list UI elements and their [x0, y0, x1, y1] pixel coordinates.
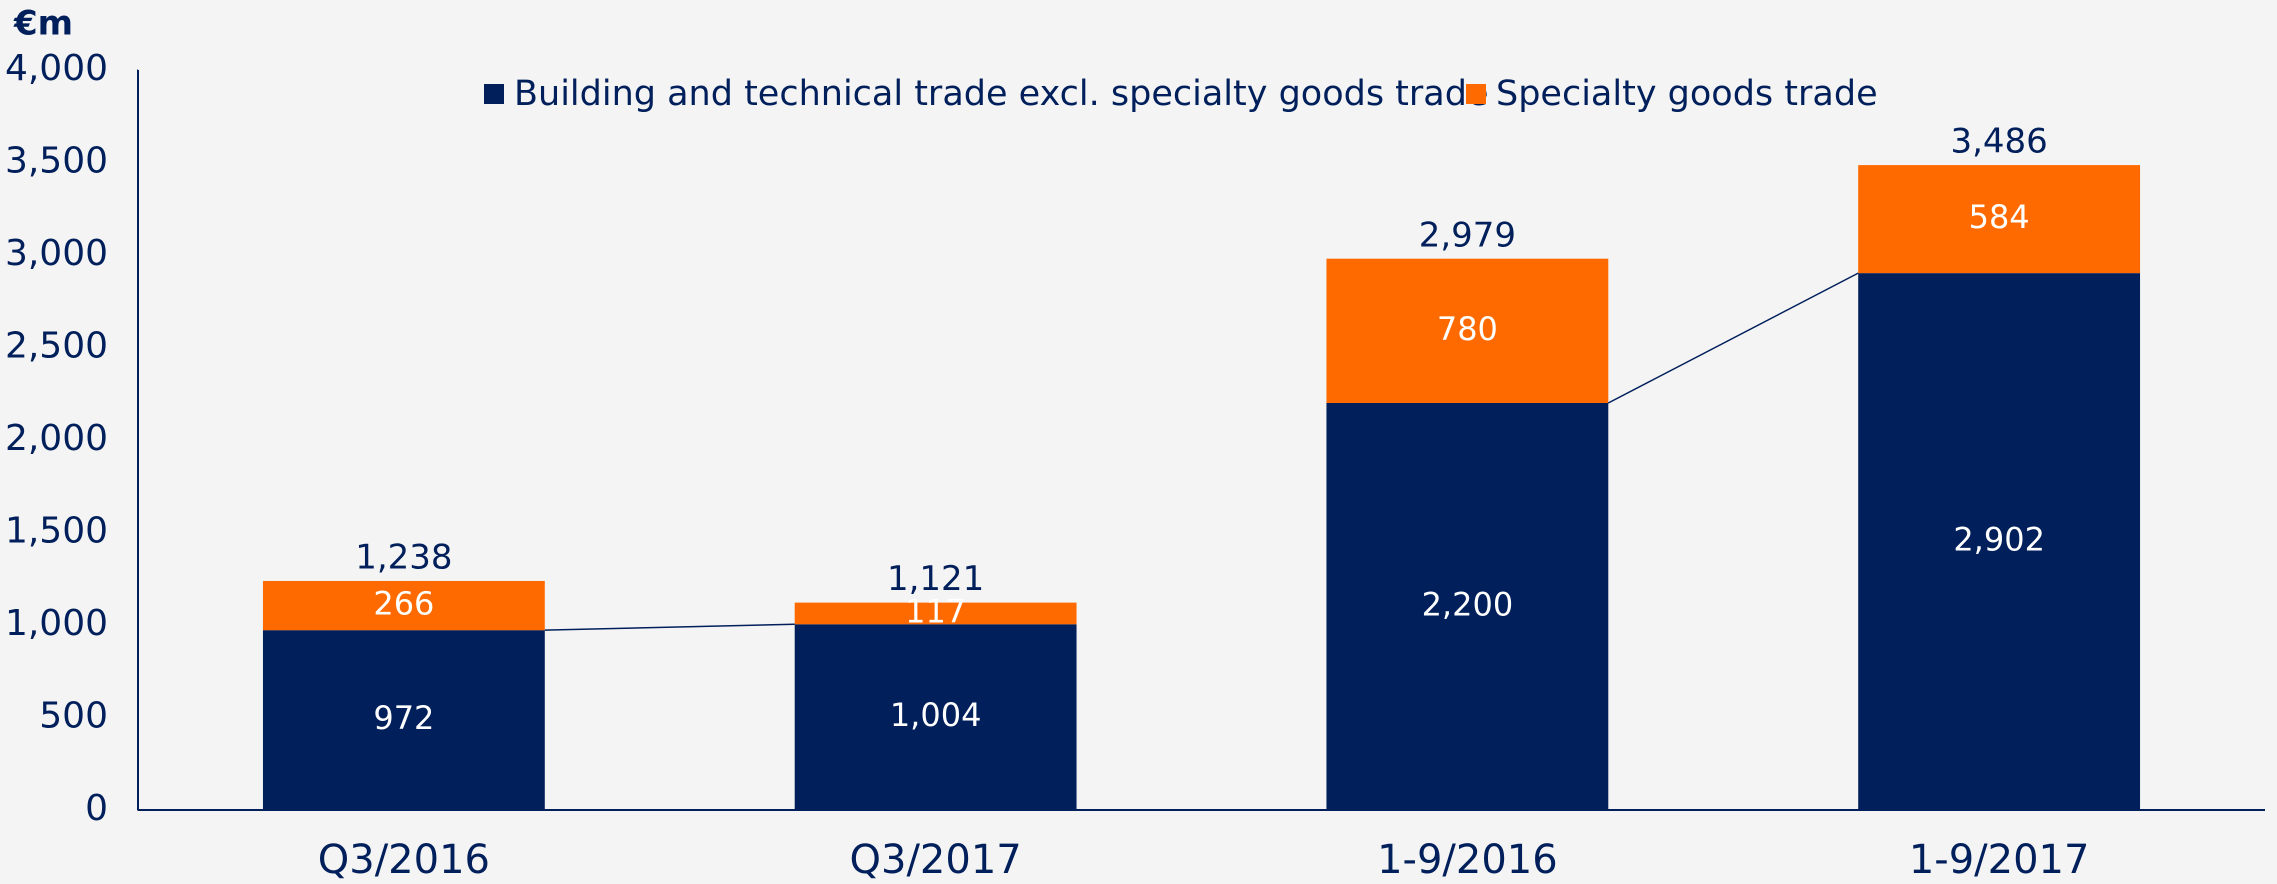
connector-line — [544, 623, 795, 631]
data-label: 584 — [1969, 198, 2030, 236]
legend-swatch — [484, 84, 504, 104]
y-tick-label: 0 — [85, 788, 108, 829]
legend-label: Specialty goods trade — [1496, 74, 1878, 114]
data-label: 117 — [905, 592, 966, 630]
x-tick-label: Q3/2017 — [850, 837, 1022, 883]
bar-segment — [794, 624, 1077, 810]
y-tick-label: 4,000 — [5, 48, 108, 89]
y-tick-label: 1,500 — [5, 511, 108, 552]
y-tick-label: 500 — [39, 696, 108, 737]
bar-segment — [262, 630, 545, 810]
bar-segment — [1858, 273, 2141, 810]
y-tick-label: 3,000 — [5, 233, 108, 274]
legend-label: Building and technical trade excl. speci… — [514, 74, 1489, 114]
y-tick-label: 3,500 — [5, 141, 108, 182]
total-label: 1,238 — [355, 537, 452, 577]
x-tick-label: 1-9/2016 — [1377, 837, 1558, 883]
total-label: 3,486 — [1950, 122, 2047, 162]
bar-segment — [794, 602, 1077, 625]
bar-segment — [1858, 165, 2141, 274]
y-axis-label: €m — [13, 4, 73, 44]
total-label: 1,121 — [887, 559, 984, 599]
data-label: 2,902 — [1953, 521, 2045, 559]
connector-line — [1607, 272, 1859, 404]
data-label: 972 — [373, 699, 434, 737]
y-tick-label: 2,500 — [5, 326, 108, 367]
x-tick-label: Q3/2016 — [318, 837, 490, 883]
y-tick-label: 1,000 — [5, 603, 108, 644]
data-label: 780 — [1437, 310, 1498, 348]
data-label: 1,004 — [890, 696, 982, 734]
bar-segment — [262, 580, 545, 631]
x-tick-label: 1-9/2017 — [1909, 837, 2090, 883]
bar-segment — [1326, 403, 1609, 810]
bar-segment — [1326, 258, 1609, 403]
data-label: 266 — [373, 585, 434, 623]
total-label: 2,979 — [1419, 215, 1516, 255]
y-tick-label: 2,000 — [5, 418, 108, 459]
legend-swatch — [1466, 84, 1486, 104]
data-label: 2,200 — [1422, 586, 1514, 624]
